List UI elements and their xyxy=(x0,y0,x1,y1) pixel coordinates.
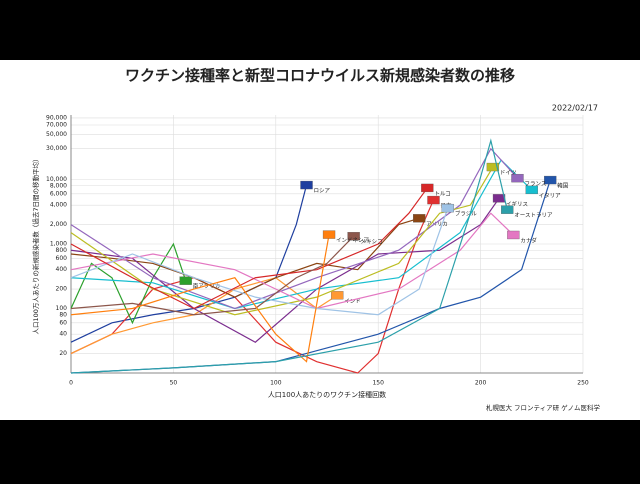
series-label: フランス xyxy=(524,181,546,188)
series-label: インド xyxy=(344,299,361,305)
y-tick-label: 2,000 xyxy=(50,221,67,228)
y-tick-label: 800 xyxy=(56,247,68,254)
y-tick-label: 400 xyxy=(56,266,68,273)
series-line xyxy=(70,138,508,374)
x-tick-label: 250 xyxy=(577,380,589,387)
end-flag xyxy=(544,175,557,185)
end-flag xyxy=(179,276,192,285)
y-axis-label: 人口100万人あたりの新規感染者数（過去7日間の移動平均） xyxy=(31,155,40,334)
x-tick-label: 50 xyxy=(170,380,178,387)
series-line xyxy=(70,212,514,310)
end-flag xyxy=(492,194,506,203)
y-tick-label: 40 xyxy=(59,331,67,338)
end-flag xyxy=(427,195,440,205)
series-label: ブラジル xyxy=(455,210,477,218)
y-tick-label: 4,000 xyxy=(50,202,67,209)
y-tick-label: 600 xyxy=(56,255,68,262)
end-flag xyxy=(300,180,313,190)
date: 2022/02/17 xyxy=(552,104,598,113)
x-axis-label: 人口100人あたりのワクチン接種回数 xyxy=(268,390,386,399)
x-tick-label: 100 xyxy=(270,380,282,387)
y-tick-label: 200 xyxy=(56,286,68,293)
end-flag xyxy=(511,173,524,183)
series-line xyxy=(70,159,533,310)
x-tick-label: 0 xyxy=(69,380,73,387)
series-line xyxy=(70,235,355,316)
end-flag xyxy=(421,183,434,193)
series-label: トルコ xyxy=(434,190,450,197)
end-flag xyxy=(347,232,360,241)
series-line xyxy=(70,184,308,343)
end-flag xyxy=(413,214,426,223)
y-tick-label: 8,000 xyxy=(50,182,67,189)
series-label: ロシア xyxy=(314,188,331,195)
series-line xyxy=(70,187,428,310)
series-label: カナダ xyxy=(520,236,537,244)
series-line xyxy=(70,217,420,298)
series-line xyxy=(70,242,187,325)
end-flag xyxy=(507,230,520,240)
end-flag xyxy=(441,203,454,213)
end-flag xyxy=(486,162,500,172)
end-flag xyxy=(525,185,538,195)
series-label: イギリス xyxy=(506,201,528,208)
series-label: 韓国 xyxy=(557,182,569,190)
chart-background xyxy=(0,60,640,420)
y-tick-label: 70,000 xyxy=(46,121,67,128)
x-tick-label: 200 xyxy=(475,380,487,387)
series-label: イタリア xyxy=(539,191,561,199)
source: 札幌医大 フロンティア研 ゲノム医科学 xyxy=(486,403,601,412)
y-tick-label: 1,000 xyxy=(50,241,67,248)
y-tick-label: 60 xyxy=(59,319,67,326)
y-tick-label: 80 xyxy=(59,311,67,318)
series-label: ドイツ xyxy=(500,171,517,177)
y-tick-label: 6,000 xyxy=(50,190,67,197)
y-tick-label: 20 xyxy=(59,350,67,357)
series-label: アメリカ xyxy=(426,221,448,228)
y-tick-label: 90,000 xyxy=(46,114,67,121)
y-tick-label: 10,000 xyxy=(46,176,67,183)
y-tick-label: 100 xyxy=(56,305,68,312)
x-tick-label: 150 xyxy=(372,380,384,387)
y-tick-label: 30,000 xyxy=(46,145,67,152)
series-line xyxy=(70,166,494,316)
series-line xyxy=(70,234,330,363)
end-flag xyxy=(322,230,336,239)
y-tick-label: 50,000 xyxy=(46,131,67,138)
series-label: メキシコ xyxy=(361,239,383,246)
end-flag xyxy=(501,205,514,214)
end-flag xyxy=(331,291,344,300)
chart-title: ワクチン接種率と新型コロナウイルス新規感染者数の推移 xyxy=(125,67,515,85)
series-label: オーストラリア xyxy=(514,212,553,219)
series-label: インドネシア xyxy=(336,237,370,244)
series-line xyxy=(70,207,449,316)
